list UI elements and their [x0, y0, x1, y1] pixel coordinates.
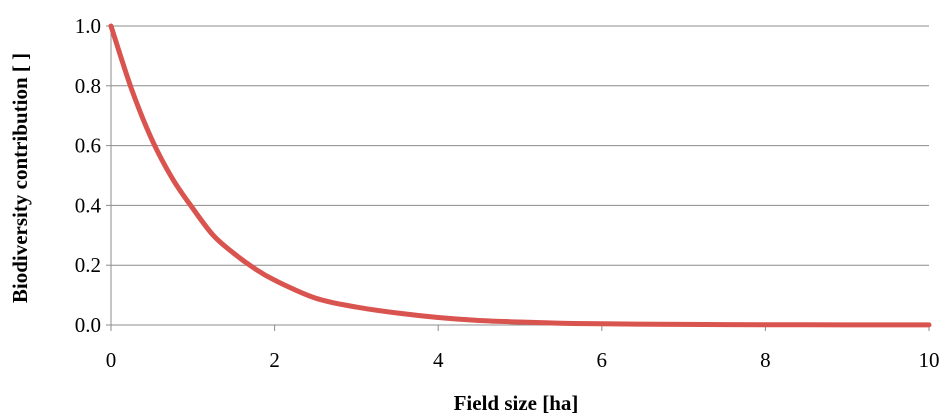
- series-layer: [108, 23, 932, 328]
- y-tick-label: 0.4: [75, 193, 102, 217]
- gridlines: [111, 25, 929, 266]
- x-tick-label: 6: [597, 348, 608, 372]
- x-tick-label: 2: [269, 348, 280, 372]
- x-tick-label: 8: [760, 348, 771, 372]
- x-axis-title: Field size [ha]: [454, 391, 579, 415]
- y-tick-label: 0.0: [75, 313, 101, 337]
- x-tick-label: 0: [106, 348, 117, 372]
- x-tick-label: 4: [433, 348, 444, 372]
- x-tick-label: 10: [919, 348, 940, 372]
- y-tick-label: 0.8: [75, 74, 101, 98]
- series-line-0: [108, 23, 932, 328]
- y-tick-label: 1.0: [75, 14, 101, 38]
- tick-labels: 0.0 0.2 0.4 0.6 0.8 1.0 0 2 4 6 8 10: [75, 14, 940, 372]
- y-axis-title: Biodiversity contribution [ ]: [8, 53, 32, 303]
- y-tick-label: 0.2: [75, 253, 101, 277]
- axes: [106, 25, 930, 331]
- y-tick-label: 0.6: [75, 134, 101, 158]
